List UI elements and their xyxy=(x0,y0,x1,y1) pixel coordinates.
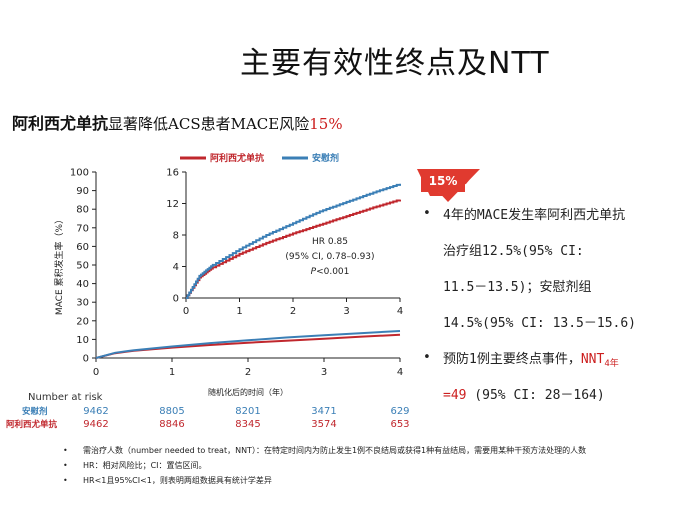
footnote-text: HR：相对风险比；CI：置信区间。 xyxy=(83,461,207,470)
bullet-dot: • xyxy=(423,350,431,365)
subtitle-claim: 显著降低ACS患者MACE风险 xyxy=(108,115,310,133)
x-tick-label: 0 xyxy=(93,367,99,378)
risk-row-label: 安慰剂 xyxy=(22,406,48,417)
inset-x-tick-label: 0 xyxy=(183,306,189,317)
risk-row-value: 653 xyxy=(390,419,409,430)
y-tick-label: 80 xyxy=(76,205,89,216)
inset-y-tick-label: 8 xyxy=(173,231,179,242)
hazard-ratio-text: HR 0.85 xyxy=(312,237,348,247)
inset-x-tick-label: 2 xyxy=(290,306,296,317)
y-tick-label: 100 xyxy=(70,168,89,179)
y-tick-label: 20 xyxy=(76,316,89,327)
risk-row-value: 3574 xyxy=(311,419,336,430)
bullet-line: 治疗组12.5%(95% CI: xyxy=(443,244,584,259)
risk-row-value: 3471 xyxy=(311,406,336,417)
legend-item-alirocumab-label: 阿利西尤单抗 xyxy=(210,152,264,164)
inset-x-tick-label: 3 xyxy=(343,306,349,317)
slide-subtitle: 阿利西尤单抗显著降低ACS患者MACE风险15% xyxy=(12,110,343,134)
inset-series-line-placebo xyxy=(186,183,401,299)
bullet-line: 11.5－13.5)；安慰剂组 xyxy=(443,280,592,295)
nnt-ci: (95% CI: 28－164) xyxy=(466,388,605,403)
y-axis-title: MACE 累积发生率（%） xyxy=(53,215,65,315)
y-tick-label: 90 xyxy=(76,186,89,197)
bullet-item-nnt: • 预防1例主要终点事件，NNT4年 =49 (95% CI: 28－164) xyxy=(423,350,685,422)
risk-row-value: 629 xyxy=(390,406,409,417)
y-tick-label: 10 xyxy=(76,335,89,346)
bullet-item-incidence: • 4年的MACE发生率阿利西尤单抗 治疗组12.5%(95% CI: 11.5… xyxy=(423,206,685,350)
bullet-line: 4年的MACE发生率阿利西尤单抗 xyxy=(443,208,626,223)
x-tick-label: 2 xyxy=(245,367,251,378)
nnt-label: NNT xyxy=(580,352,605,367)
x-tick-label: 1 xyxy=(169,367,175,378)
inset-x-tick-label: 1 xyxy=(236,306,242,317)
x-tick-label: 4 xyxy=(397,367,403,378)
y-tick-label: 30 xyxy=(76,298,89,309)
slide-title: 主要有效性终点及NTT xyxy=(240,46,550,81)
footnote-text: HR<1且95%CI<1，则表明两组数据具有统计学差异 xyxy=(83,476,272,485)
subtitle-percent: 15% xyxy=(309,115,343,133)
bullet-line: 14.5%(95% CI: 13.5－15.6) xyxy=(443,316,637,331)
nnt-value: =49 xyxy=(443,388,467,403)
risk-table-header: Number at risk xyxy=(28,392,103,403)
main-series-line-placebo xyxy=(95,330,401,359)
inset-y-tick-label: 12 xyxy=(166,199,179,210)
y-tick-label: 60 xyxy=(76,242,89,253)
nnt-subscript: 4年 xyxy=(604,359,619,369)
footnotes: • 需治疗人数（number needed to treat，NNT）：在特定时间… xyxy=(63,445,586,490)
legend-item-placebo-label: 安慰剂 xyxy=(312,152,339,164)
main-series-line-alirocumab xyxy=(95,333,401,359)
inset-y-tick-label: 0 xyxy=(173,294,179,305)
bullet-list: • 4年的MACE发生率阿利西尤单抗 治疗组12.5%(95% CI: 11.5… xyxy=(423,206,685,422)
risk-row-value: 8345 xyxy=(235,419,260,430)
risk-row-value: 9462 xyxy=(83,419,108,430)
hazard-ratio-text: (95% CI, 0.78–0.93) xyxy=(285,252,374,262)
x-axis-title: 随机化后的时间（年） xyxy=(208,387,288,397)
y-tick-label: 70 xyxy=(76,223,89,234)
footnote: • HR<1且95%CI<1，则表明两组数据具有统计学差异 xyxy=(63,476,272,485)
subtitle-drug: 阿利西尤单抗 xyxy=(12,114,109,133)
bullet-line: =49 (95% CI: 28－164) xyxy=(443,386,685,422)
inset-x-tick-label: 4 xyxy=(397,306,403,317)
inset-y-tick-label: 4 xyxy=(173,262,179,273)
y-tick-label: 0 xyxy=(83,354,89,365)
risk-row-value: 8201 xyxy=(235,406,260,417)
nnt-text: 预防1例主要终点事件， xyxy=(443,352,581,367)
footnote-text: 需治疗人数（number needed to treat，NNT）：在特定时间内… xyxy=(83,446,587,455)
footnote: • HR：相对风险比；CI：置信区间。 xyxy=(63,461,207,470)
bullet-line: 预防1例主要终点事件，NNT4年 xyxy=(443,350,685,386)
bullet-dot: • xyxy=(423,206,431,221)
hazard-ratio-text: P<0.001 xyxy=(311,267,350,277)
footnote: • 需治疗人数（number needed to treat，NNT）：在特定时间… xyxy=(63,446,587,455)
risk-row-value: 8805 xyxy=(159,406,184,417)
risk-row-label: 阿利西尤单抗 xyxy=(6,419,58,430)
y-tick-label: 40 xyxy=(76,279,89,290)
risk-row-value: 9462 xyxy=(83,406,108,417)
inset-y-tick-label: 16 xyxy=(166,168,179,179)
risk-row-value: 8846 xyxy=(159,419,184,430)
y-tick-label: 50 xyxy=(76,261,89,272)
x-tick-label: 3 xyxy=(321,367,327,378)
reduction-badge: 15% xyxy=(421,170,465,192)
